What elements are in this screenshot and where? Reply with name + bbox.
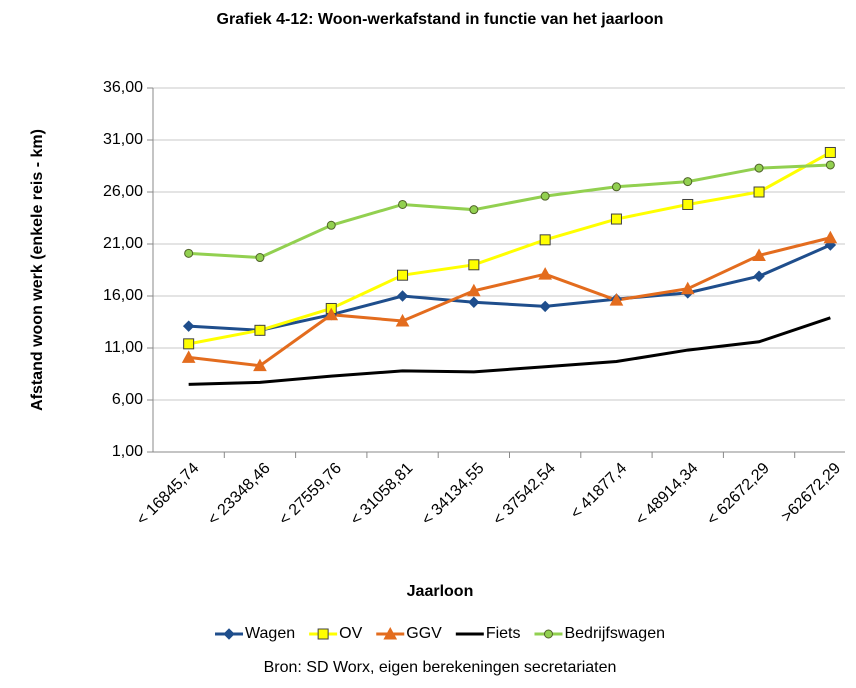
x-tick-label: < 27559,76	[276, 460, 345, 529]
series-line	[188, 151, 832, 346]
marker	[397, 269, 409, 281]
marker	[682, 198, 694, 210]
marker	[825, 160, 835, 170]
legend-label: Wagen	[245, 625, 295, 642]
y-tick-label: 26,00	[103, 183, 143, 200]
marker	[326, 220, 336, 230]
marker	[753, 186, 765, 198]
y-tick-label: 31,00	[103, 131, 143, 148]
y-tick-label: 36,00	[103, 79, 143, 96]
marker	[223, 628, 235, 640]
legend-label: OV	[339, 625, 362, 642]
legend-label: Bedrijfswagen	[564, 625, 665, 642]
series-line	[188, 243, 831, 332]
chart-title: Grafiek 4-12: Woon-werkafstand in functi…	[217, 11, 664, 28]
marker	[752, 248, 766, 261]
x-tick-label: < 16845,74	[133, 460, 202, 529]
y-tick-label: 6,00	[112, 391, 143, 408]
series-line	[188, 316, 831, 386]
marker	[469, 205, 479, 215]
x-tick-label: < 48914,34	[633, 460, 702, 529]
marker	[680, 281, 695, 295]
marker	[610, 213, 622, 225]
y-tick-label: 1,00	[112, 443, 143, 460]
x-tick-label: >62672,29	[778, 460, 844, 526]
legend-label: Fiets	[486, 625, 521, 642]
x-tick-label: < 23348,46	[205, 460, 274, 529]
marker	[683, 177, 693, 187]
marker	[184, 248, 194, 258]
x-tick-label: < 41877,4	[568, 460, 631, 523]
marker	[468, 296, 480, 308]
y-tick-label: 11,00	[104, 339, 143, 356]
y-axis-title: Afstand woon werk (enkele reis - km)	[29, 129, 46, 411]
x-tick-label: < 37542,54	[490, 460, 559, 529]
y-tick-label: 21,00	[103, 235, 143, 252]
x-tick-label: < 62672,29	[704, 460, 773, 529]
marker	[317, 628, 329, 640]
marker	[467, 283, 481, 297]
marker	[611, 182, 621, 192]
marker	[182, 320, 195, 332]
marker	[540, 191, 550, 201]
marker	[824, 146, 836, 158]
x-tick-label: < 31058,81	[347, 460, 416, 529]
source-note: Bron: SD Worx, eigen berekeningen secret…	[264, 659, 617, 676]
marker	[754, 163, 764, 173]
marker	[396, 290, 409, 302]
legend: Wagen OV GGV Fiets Bedrijfswagen	[215, 625, 665, 642]
y-tick-label: 16,00	[103, 287, 143, 304]
marker	[539, 300, 551, 313]
marker	[823, 230, 838, 244]
series-line	[188, 236, 831, 368]
x-tick-label: < 34134,55	[419, 460, 488, 529]
marker	[468, 259, 480, 271]
marker	[254, 324, 266, 336]
marker	[539, 234, 551, 246]
marker	[255, 253, 265, 263]
marker	[398, 199, 408, 209]
x-axis-title: Jaarloon	[407, 583, 474, 600]
marker	[183, 338, 195, 350]
series-line	[188, 163, 831, 260]
legend-label: GGV	[406, 625, 442, 642]
marker	[609, 293, 624, 306]
marker	[383, 626, 398, 640]
marker	[324, 307, 339, 321]
marker	[543, 629, 553, 639]
marker	[538, 267, 552, 280]
marker	[181, 350, 196, 363]
marker	[253, 358, 267, 372]
marker	[753, 270, 765, 282]
marker	[395, 313, 410, 327]
